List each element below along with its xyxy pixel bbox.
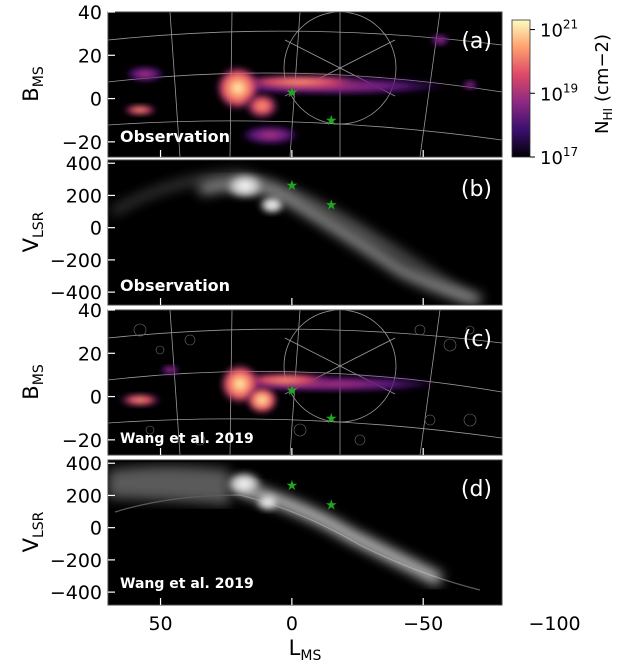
panel-c-annotation: Wang et al. 2019 (120, 431, 254, 447)
panel-c-ylabel: BMS (19, 364, 47, 400)
colorbar-label: NHI(cm−2) (592, 34, 615, 134)
svg-text:VLSR: VLSR (19, 511, 47, 552)
panel-c-hi-emission (118, 364, 440, 414)
star-marker: ★ (286, 178, 299, 194)
colorbar: 1017 1019 1021 NHI(cm−2) (511, 18, 615, 169)
panel-d-label: (d) (461, 477, 492, 502)
y-tick-label: 40 (78, 2, 102, 24)
panel-a-frame (107, 11, 503, 158)
y-tick-label: 0 (90, 518, 102, 540)
y-tick-label: 40 (78, 300, 102, 322)
y-tick-label: 400 (66, 453, 102, 475)
star-marker: ★ (325, 497, 338, 513)
star-marker: ★ (325, 411, 338, 427)
panel-b-ylabel: VLSR (19, 211, 47, 252)
x-axis-label: LMS (289, 636, 322, 664)
panel-a-markers: ★★ (286, 85, 338, 129)
panel-c-frame (107, 309, 503, 456)
svg-text:BMS: BMS (19, 364, 47, 400)
y-tick-label: −200 (50, 250, 102, 272)
y-tick-label: −200 (50, 550, 102, 572)
svg-text:NHI(cm−2): NHI(cm−2) (592, 34, 615, 134)
panel-b-label: (b) (461, 177, 492, 202)
star-marker: ★ (286, 478, 299, 494)
y-tick-label: 200 (66, 185, 102, 207)
y-tick-label: 0 (90, 218, 102, 240)
x-tick-label: 50 (148, 613, 172, 635)
panel-c-label: (c) (463, 327, 492, 352)
y-tick-label: 400 (66, 153, 102, 175)
x-tick-label: −100 (528, 613, 580, 635)
y-tick-label: 20 (78, 45, 102, 67)
panel-b-annotation: Observation (120, 276, 230, 295)
panel-a-ylabel: BMS (19, 66, 47, 102)
panel-c-markers: ★★ (286, 383, 338, 427)
panel-d-annotation: Wang et al. 2019 (120, 576, 254, 592)
panel-d-hi-emission (108, 466, 481, 591)
panel-a-hi-emission (122, 34, 478, 145)
colorbar-tick-label: 1021 (540, 18, 578, 42)
star-marker: ★ (325, 113, 338, 129)
y-tick-label: 200 (66, 485, 102, 507)
y-tick-label: −400 (50, 582, 102, 604)
panel-c-sky-grid (108, 310, 502, 455)
panel-a-annotation: Observation (120, 127, 230, 146)
x-tick-label: 0 (286, 613, 298, 635)
y-tick-label: 0 (90, 387, 102, 409)
panel-d-markers: ★★ (286, 478, 338, 513)
panel-b-ticks: −400 −200 0 200 400 (50, 153, 556, 305)
y-tick-label: −20 (62, 430, 102, 452)
svg-text:VLSR: VLSR (19, 211, 47, 252)
y-tick-label: −400 (50, 282, 102, 304)
colorbar-tick-label: 1019 (540, 81, 578, 105)
y-tick-label: 0 (90, 89, 102, 111)
star-marker: ★ (286, 383, 299, 399)
panel-a-label: (a) (461, 29, 492, 54)
panel-c-ticks: −20 0 20 40 (62, 300, 556, 455)
colorbar-ticks: 1017 1019 1021 (530, 18, 578, 169)
svg-text:BMS: BMS (19, 66, 47, 102)
panel-d-ticks: −400 −200 0 200 400 (50, 453, 556, 605)
panel-d-frame (107, 459, 503, 606)
panel-d-ylabel: VLSR (19, 511, 47, 552)
x-tick-label: −50 (403, 613, 443, 635)
star-marker: ★ (325, 197, 338, 213)
panel-b-frame (107, 159, 503, 306)
panel-a-ticks: −20 0 20 40 (62, 2, 556, 157)
panel-b-hi-emission (112, 172, 482, 305)
panel-b-markers: ★★ (286, 178, 338, 213)
y-tick-label: −20 (62, 132, 102, 154)
y-tick-label: 20 (78, 343, 102, 365)
x-axis: 50 0 −50 −100 (148, 613, 580, 635)
star-marker: ★ (286, 85, 299, 101)
colorbar-gradient (511, 19, 531, 158)
colorbar-tick-label: 1017 (540, 145, 578, 169)
